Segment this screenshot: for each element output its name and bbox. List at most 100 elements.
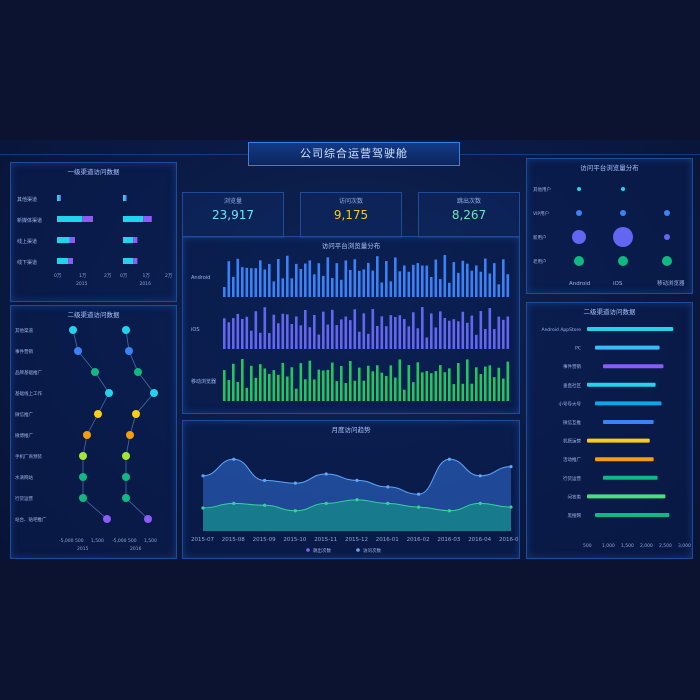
bar xyxy=(335,325,339,349)
row-label: 其他用户 xyxy=(533,186,551,193)
month-label: 2016-01 xyxy=(376,537,399,543)
bar xyxy=(376,256,379,297)
bar xyxy=(595,513,670,517)
bar xyxy=(322,370,325,401)
bar xyxy=(394,317,397,349)
bar xyxy=(331,278,334,297)
data-point xyxy=(105,389,113,397)
bar xyxy=(268,263,271,297)
bar xyxy=(434,371,438,401)
bar xyxy=(272,314,276,349)
month-label: 2015-09 xyxy=(253,537,276,543)
dashboard: 公司综合运营驾驶舱 一级渠道访问数据 其他渠道 新媒体渠道 线上渠道 线下渠道 0万 1万… xyxy=(0,140,700,560)
stat-label: 浏览量 xyxy=(223,198,242,205)
bar xyxy=(412,312,415,349)
data-point xyxy=(293,509,297,513)
bar xyxy=(475,334,478,349)
stat-page-views: 浏览量 23,917 xyxy=(182,192,284,238)
bar xyxy=(479,271,483,297)
data-point xyxy=(386,485,390,489)
bar xyxy=(380,282,384,297)
tick-label: -5,000 xyxy=(59,538,74,544)
data-point xyxy=(103,515,111,523)
bubble xyxy=(613,227,633,247)
tick-label: 1,500 xyxy=(91,538,104,544)
bar xyxy=(479,374,483,401)
bar xyxy=(493,263,496,297)
data-point xyxy=(150,389,158,397)
bar xyxy=(286,314,289,349)
category-label: 其他渠道 xyxy=(15,327,33,334)
bar xyxy=(281,278,285,297)
bar xyxy=(290,367,294,401)
bar xyxy=(241,359,244,401)
category-label: 线下渠道 xyxy=(17,259,37,266)
row-label: Android xyxy=(191,275,210,281)
bar xyxy=(475,265,478,297)
data-point xyxy=(417,505,421,509)
data-point xyxy=(122,326,130,334)
bar xyxy=(434,327,438,349)
bar xyxy=(367,365,370,401)
column-label: 移动浏览器 xyxy=(657,279,685,287)
bar xyxy=(457,272,460,297)
bar xyxy=(443,255,447,297)
bar xyxy=(277,374,280,401)
bar-segment xyxy=(133,237,138,243)
bar xyxy=(349,320,352,349)
bar xyxy=(344,383,348,401)
legend-label: 跳出次数 xyxy=(313,547,331,554)
bar xyxy=(470,315,474,349)
bar xyxy=(272,370,276,401)
bar xyxy=(259,260,262,297)
bar-segment xyxy=(68,258,73,264)
tick-label: 2万 xyxy=(165,273,173,279)
data-point xyxy=(125,347,133,355)
data-point xyxy=(144,515,152,523)
bar xyxy=(389,315,393,349)
data-point xyxy=(94,410,102,418)
data-point xyxy=(478,474,482,478)
bar xyxy=(371,270,375,297)
bar xyxy=(304,379,307,401)
legend-marker xyxy=(356,548,360,552)
bar xyxy=(268,373,271,401)
bar xyxy=(448,282,451,297)
bar xyxy=(407,326,411,349)
bar xyxy=(587,494,666,499)
bar xyxy=(344,316,348,349)
bar-segment xyxy=(143,216,152,222)
bar xyxy=(448,368,451,401)
bar xyxy=(403,319,406,349)
bar xyxy=(335,381,339,401)
bar xyxy=(470,270,474,297)
bar xyxy=(308,360,312,401)
level2-right-panel: 二级渠道访问数据 Android AppStore PC 事件营销 垂直社区 小号导大号… xyxy=(526,302,693,559)
bar xyxy=(245,387,249,401)
bar xyxy=(223,318,226,349)
stat-value: 9,175 xyxy=(333,208,369,222)
month-label: 2015-10 xyxy=(283,537,306,543)
bar xyxy=(281,313,285,349)
bar xyxy=(457,363,460,401)
bubble xyxy=(620,210,626,216)
bar xyxy=(268,333,271,349)
bar xyxy=(497,284,501,297)
bar xyxy=(398,271,402,297)
bar xyxy=(452,319,456,349)
bubble xyxy=(664,210,670,216)
row-label: 移动浏览器 xyxy=(191,378,216,385)
bar xyxy=(232,363,235,401)
data-point xyxy=(126,431,134,439)
bar xyxy=(250,365,253,401)
monthly-trend-panel: 月度访问趋势 2015-07 2015-08 2015-09 2015-10 2015-… xyxy=(182,420,520,559)
category-label: 微信互推 xyxy=(563,419,581,426)
bar xyxy=(250,330,253,349)
category-label: 小号导大号 xyxy=(559,400,582,407)
tick-label: 2,500 xyxy=(659,543,672,549)
bar-segment xyxy=(123,258,134,264)
platform-bar-chart: Android iOS 移动浏览器 xyxy=(191,255,510,401)
bar xyxy=(506,316,510,349)
data-point xyxy=(263,478,267,482)
